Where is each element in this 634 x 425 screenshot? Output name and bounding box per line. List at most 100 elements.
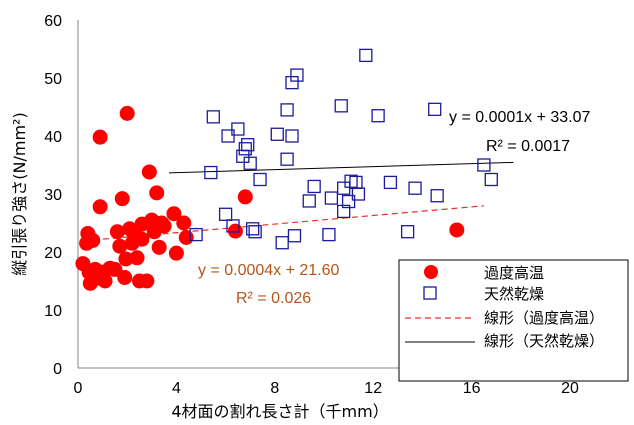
point-natural	[477, 158, 491, 172]
x-tick-label: 0	[74, 380, 83, 397]
point-overheat	[109, 224, 125, 240]
point-overheat	[129, 250, 145, 266]
point-overheat	[92, 199, 108, 215]
point-natural	[243, 156, 257, 170]
point-natural	[408, 181, 422, 195]
point-natural	[383, 175, 398, 190]
point-overheat	[112, 238, 128, 254]
point-overheat	[149, 185, 165, 201]
trend-r2-overheat: R² = 0.026	[236, 290, 311, 307]
point-natural	[484, 172, 498, 187]
point-overheat	[151, 239, 167, 255]
point-natural	[246, 222, 260, 236]
point-overheat	[168, 245, 184, 261]
trend-r2-natural: R² = 0.0017	[486, 138, 570, 155]
point-overheat	[134, 231, 150, 247]
point-overheat	[117, 270, 133, 286]
x-tick-labels: 0 4 8 12 16 20	[74, 380, 579, 397]
point-natural	[221, 129, 235, 143]
point-natural	[334, 99, 348, 113]
trend-equation-overheat: y = 0.0004x + 21.60	[198, 262, 340, 279]
point-overheat	[237, 189, 253, 205]
point-natural	[428, 102, 442, 116]
x-tick-label: 12	[364, 380, 382, 397]
point-natural	[359, 48, 373, 63]
point-natural	[341, 194, 356, 209]
point-natural	[351, 187, 366, 201]
point-natural	[400, 225, 415, 239]
trend-equation-natural: y = 0.0001x + 33.07	[449, 109, 591, 126]
point-natural	[285, 129, 299, 143]
point-overheat	[92, 129, 108, 145]
legend-box	[398, 259, 629, 382]
point-overheat	[176, 215, 192, 231]
y-tick-label: 30	[44, 187, 62, 204]
trendlines	[82, 161, 514, 242]
legend-label-overheat-trend: 線形（過度高温）	[484, 309, 604, 327]
point-natural	[322, 227, 336, 242]
trendline-natural	[169, 161, 514, 174]
legend: 過度高温 天然乾燥 線形（過度高温） 線形（天然乾燥）	[398, 259, 629, 382]
point-overheat	[114, 191, 130, 207]
data-points	[75, 48, 498, 291]
y-tick-label: 10	[44, 303, 62, 320]
point-overheat	[119, 105, 135, 121]
legend-label-natural: 天然乾燥	[484, 285, 544, 303]
point-natural	[280, 152, 294, 166]
x-tick-label: 4	[172, 380, 181, 397]
point-natural	[238, 142, 252, 156]
point-natural	[231, 122, 245, 136]
point-natural	[189, 227, 203, 242]
point-natural	[218, 207, 233, 221]
point-overheat	[178, 230, 194, 245]
point-overheat	[166, 206, 182, 222]
point-natural	[280, 103, 294, 117]
point-natural	[307, 179, 321, 194]
point-natural	[287, 229, 302, 243]
point-natural	[290, 68, 304, 82]
point-natural	[241, 138, 255, 152]
point-overheat	[156, 218, 172, 234]
point-natural	[371, 109, 385, 123]
point-natural	[253, 172, 267, 187]
point-natural	[275, 236, 289, 250]
point-natural	[337, 181, 351, 195]
y-tick-label: 20	[44, 245, 62, 262]
point-natural	[285, 75, 299, 90]
point-natural	[337, 204, 351, 219]
y-tick-label: 40	[44, 129, 62, 146]
trendline-overheat	[82, 205, 484, 242]
point-overheat	[449, 222, 465, 238]
x-tick-label: 8	[270, 380, 279, 397]
point-natural	[226, 219, 240, 233]
y-tick-label: 0	[53, 361, 62, 378]
x-axis-title: 4材面の割れ長さ計（千mm）	[171, 402, 388, 421]
point-overheat	[141, 164, 157, 180]
point-natural	[204, 165, 218, 180]
point-natural	[430, 189, 444, 203]
y-tick-labels: 0 10 20 30 40 50 60	[44, 13, 62, 378]
point-overheat	[227, 223, 243, 239]
x-tick-label: 16	[463, 380, 481, 397]
legend-marker-natural	[423, 286, 437, 300]
point-natural	[206, 110, 220, 124]
point-overheat	[118, 251, 134, 267]
legend-label-natural-trend: 線形（天然乾燥）	[484, 332, 604, 350]
legend-label-overheat: 過度高温	[484, 264, 544, 282]
y-tick-label: 60	[44, 13, 62, 30]
point-overheat	[97, 273, 113, 289]
point-natural	[302, 194, 316, 208]
y-axis-title: 縦引張り強さ(N/mm²)	[10, 112, 29, 275]
y-tick-label: 50	[44, 71, 62, 88]
point-natural	[270, 127, 284, 141]
point-overheat	[139, 273, 155, 289]
point-natural	[344, 174, 358, 188]
point-natural	[236, 149, 250, 163]
x-tick-label: 20	[561, 380, 579, 397]
point-overheat	[85, 232, 101, 248]
point-natural	[248, 225, 262, 239]
legend-marker-overheat	[424, 265, 438, 279]
point-natural	[324, 191, 339, 205]
